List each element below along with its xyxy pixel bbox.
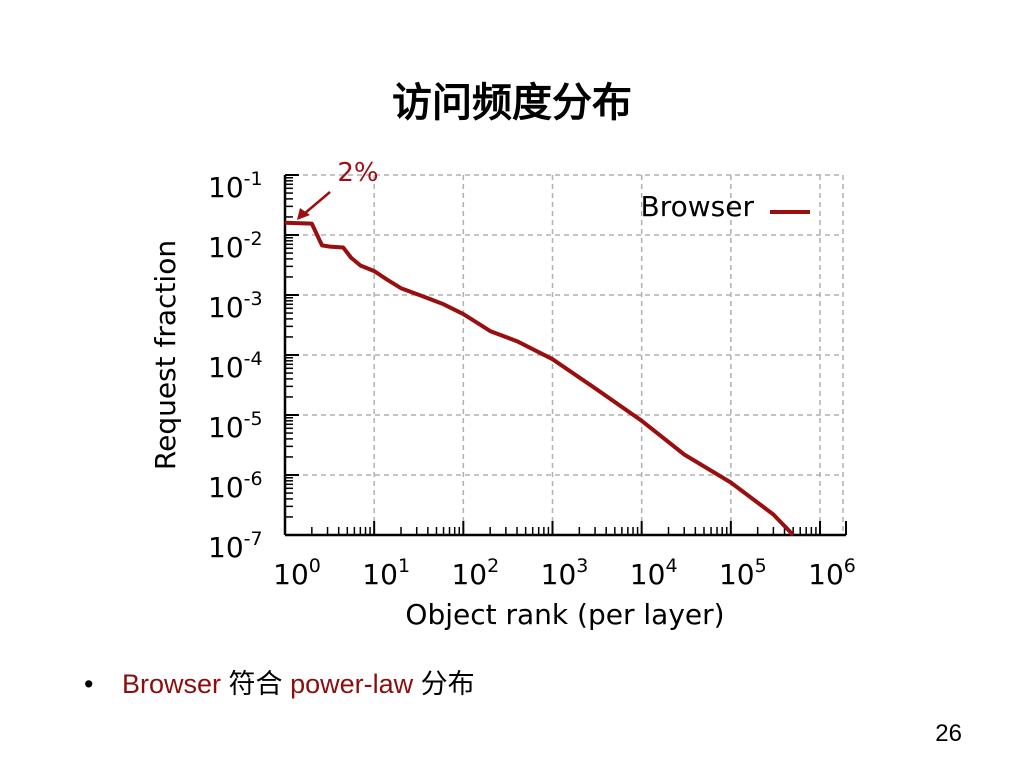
x-tick-label: 106	[808, 555, 856, 591]
y-tick-label: 10-1	[208, 168, 263, 204]
grid-lines	[285, 174, 844, 535]
y-tick-base: 10	[208, 231, 244, 264]
y-tick-base: 10	[208, 351, 244, 384]
bullet-point: • Browser 符合 power-law 分布	[84, 662, 475, 701]
x-tick-label: 101	[362, 555, 410, 591]
bullet-text-conforms: 符合	[228, 669, 283, 699]
axes	[283, 175, 846, 537]
x-tick-base: 10	[541, 558, 577, 591]
y-tick-exponent: -3	[244, 288, 263, 310]
x-tick-exponent: 2	[487, 555, 499, 577]
x-tick-exponent: 6	[844, 555, 856, 577]
x-tick-base: 10	[719, 558, 755, 591]
series-line-browser	[284, 220, 795, 537]
x-tick-label: 104	[630, 555, 678, 591]
x-tick-label: 102	[451, 555, 499, 591]
y-tick-base: 10	[208, 411, 244, 444]
x-axis-label: Object rank (per layer)	[405, 598, 724, 631]
y-tick-label: 10-7	[208, 528, 263, 564]
y-tick-exponent: -4	[244, 348, 263, 370]
y-tick-base: 10	[208, 471, 244, 504]
y-tick-exponent: -7	[244, 528, 263, 550]
annotation-arrow	[303, 191, 331, 215]
x-tick-exponent: 4	[665, 555, 677, 577]
x-tick-base: 10	[362, 558, 398, 591]
annotation-2-percent: 2%	[297, 158, 379, 220]
y-tick-base: 10	[208, 291, 244, 324]
page-number: 26	[935, 720, 962, 747]
x-tick-exponent: 5	[755, 555, 767, 577]
bullet-text-browser: Browser	[122, 669, 222, 699]
x-tick-label: 100	[273, 555, 321, 591]
x-tick-exponent: 1	[398, 555, 410, 577]
slide-title: 访问频度分布	[392, 80, 632, 126]
y-tick-label: 10-3	[208, 288, 263, 324]
y-tick-label: 10-5	[208, 408, 263, 444]
x-tick-label: 103	[541, 555, 589, 591]
legend-label-browser: Browser	[641, 190, 755, 223]
bullet-text-distribution: 分布	[420, 669, 475, 699]
y-tick-label: 10-2	[208, 228, 263, 264]
bullet-marker: •	[84, 669, 94, 699]
x-tick-base: 10	[451, 558, 487, 591]
y-tick-exponent: -5	[244, 408, 263, 430]
legend: Browser	[641, 190, 810, 223]
request-fraction-chart: 100 101 102 103 104 105 106 10-110-210-310-410…	[149, 158, 856, 631]
y-tick-exponent: -6	[244, 468, 263, 490]
y-tick-exponent: -2	[244, 228, 263, 250]
y-axis-label: Request fraction	[149, 240, 182, 470]
y-tick-labels: 10-110-210-310-410-510-610-7	[208, 168, 263, 564]
y-tick-label: 10-4	[208, 348, 263, 384]
y-tick-label: 10-6	[208, 468, 263, 504]
x-tick-base: 10	[630, 558, 666, 591]
x-tick-exponent: 0	[309, 555, 321, 577]
annotation-text: 2%	[337, 158, 378, 188]
x-tick-exponent: 3	[576, 555, 588, 577]
x-tick-labels: 100 101 102 103 104 105 106	[273, 555, 856, 591]
y-tick-base: 10	[208, 171, 244, 204]
x-tick-label: 105	[719, 555, 767, 591]
bullet-text-power-law: power-law	[290, 669, 414, 699]
x-tick-base: 10	[273, 558, 309, 591]
y-tick-base: 10	[208, 531, 244, 564]
annotation-arrowhead	[297, 208, 310, 220]
y-tick-exponent: -1	[244, 168, 263, 190]
x-tick-base: 10	[808, 558, 844, 591]
